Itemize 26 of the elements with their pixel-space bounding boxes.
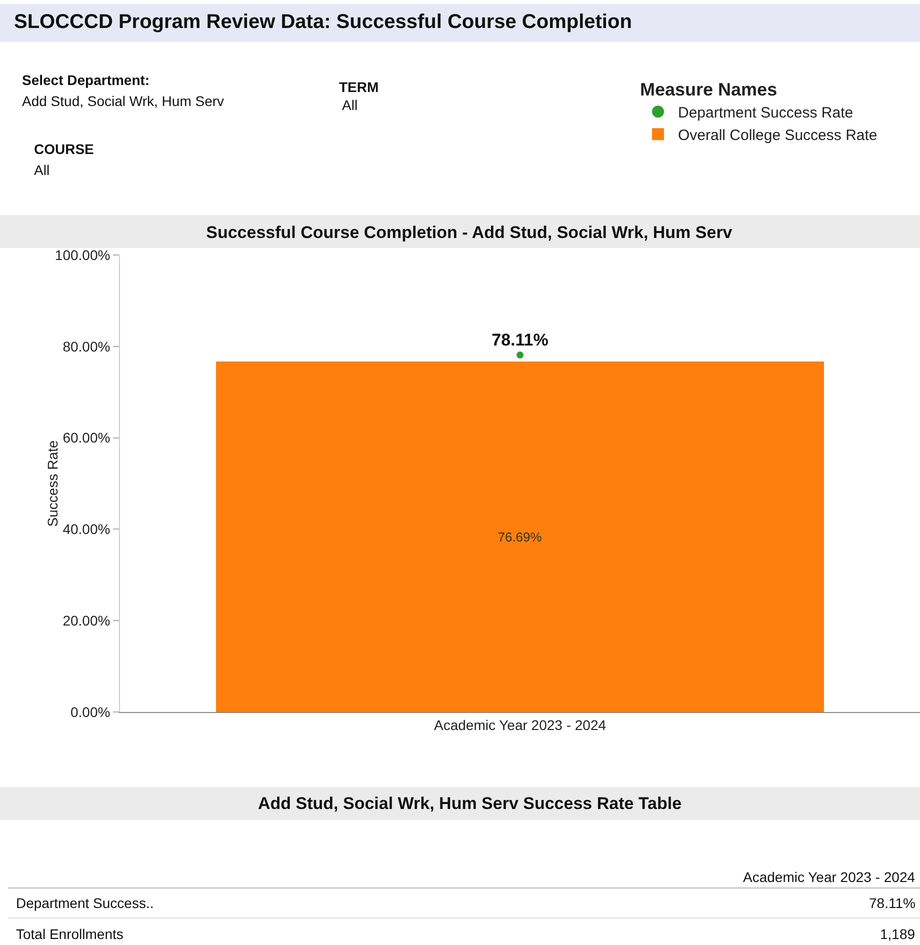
text: Academic Year 2023 - 2024 [743, 869, 916, 885]
y-tick-label: 20.00% [62, 612, 110, 628]
data-label: 76.69% [498, 529, 542, 544]
text: Department Success.. [16, 895, 154, 911]
text: All [342, 97, 358, 113]
text: SLOCCCD Program Review Data: Successful Course Completion [14, 11, 632, 33]
text: Total Enrollments [16, 926, 124, 942]
text: 78.11% [869, 895, 916, 911]
chart-title: Successful Course Completion - Add Stud, Social Wrk, Hum Serv [206, 222, 733, 242]
text: All [34, 162, 50, 178]
y-tick-label: 80.00% [62, 338, 110, 354]
text: TERM [339, 79, 379, 95]
data-label: 78.11% [492, 330, 548, 350]
text: 1,189 [880, 926, 916, 942]
legend-label: Department Success Rate [678, 104, 854, 122]
legend-title: Measure Names [640, 79, 778, 100]
y-tick-label: 60.00% [62, 430, 110, 446]
text: COURSE [34, 141, 94, 157]
y-axis-title: Success Rate [44, 440, 61, 527]
y-tick-label: 0.00% [70, 704, 110, 720]
text: Select Department: [22, 72, 150, 88]
y-tick-label: 100.00% [54, 246, 110, 263]
text: Add Stud, Social Wrk, Hum Serv [22, 93, 224, 109]
text: Add Stud, Social Wrk, Hum Serv Success Rate Table [258, 794, 682, 813]
y-tick-label: 40.00% [62, 521, 110, 538]
legend-label: Overall College Success Rate [678, 127, 878, 144]
